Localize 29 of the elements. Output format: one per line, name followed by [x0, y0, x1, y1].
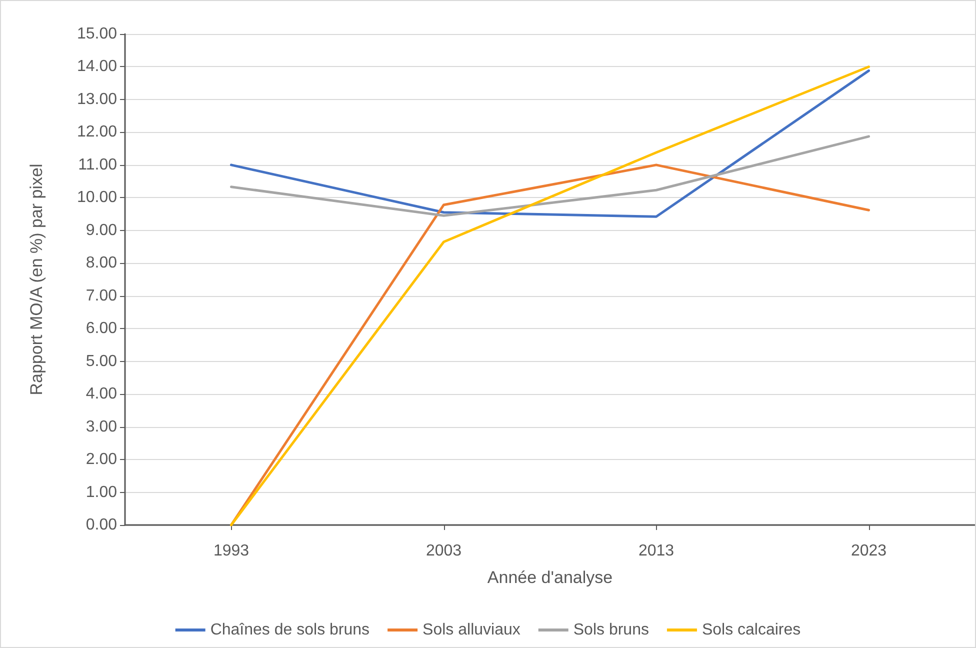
- x-axis-title: Année d'analyse: [487, 568, 613, 587]
- x-tick-label: 1993: [213, 542, 250, 560]
- x-tick-label: 2003: [426, 542, 462, 560]
- y-tick-label: 0.00: [86, 516, 118, 534]
- legend-label: Sols bruns: [573, 622, 649, 638]
- y-tick-label: 9.00: [86, 222, 118, 239]
- x-tick-label: 2013: [638, 542, 674, 560]
- y-tick-label: 3.00: [86, 418, 118, 436]
- y-tick-label: 1.00: [86, 484, 118, 501]
- y-tick-label: 2.00: [86, 451, 118, 468]
- y-tick-label: 12.00: [76, 124, 118, 141]
- y-tick-label: 11.00: [78, 156, 118, 174]
- y-tick-label: 15.00: [76, 26, 118, 42]
- legend-label: Sols alluviaux: [422, 622, 520, 638]
- y-tick-label: 8.00: [86, 254, 118, 272]
- line-series: [230, 69, 870, 218]
- y-axis-title: Rapport MO/A (en %) par pixel: [27, 164, 46, 396]
- y-tick-label: 4.00: [86, 386, 118, 403]
- legend-label: Chaînes de sols bruns: [210, 622, 370, 638]
- y-tick-label: 10.00: [76, 189, 118, 206]
- y-tick-label: 14.00: [76, 58, 118, 76]
- y-tick-label: 13.00: [76, 90, 118, 108]
- legend-label: Sols calcaires: [702, 622, 801, 638]
- line-series: [230, 135, 870, 217]
- line-series: [230, 65, 870, 526]
- x-tick-label: 2023: [850, 542, 887, 560]
- y-tick-label: 5.00: [86, 352, 118, 370]
- y-tick-label: 6.00: [86, 320, 118, 338]
- y-tick-label: 7.00: [86, 287, 118, 304]
